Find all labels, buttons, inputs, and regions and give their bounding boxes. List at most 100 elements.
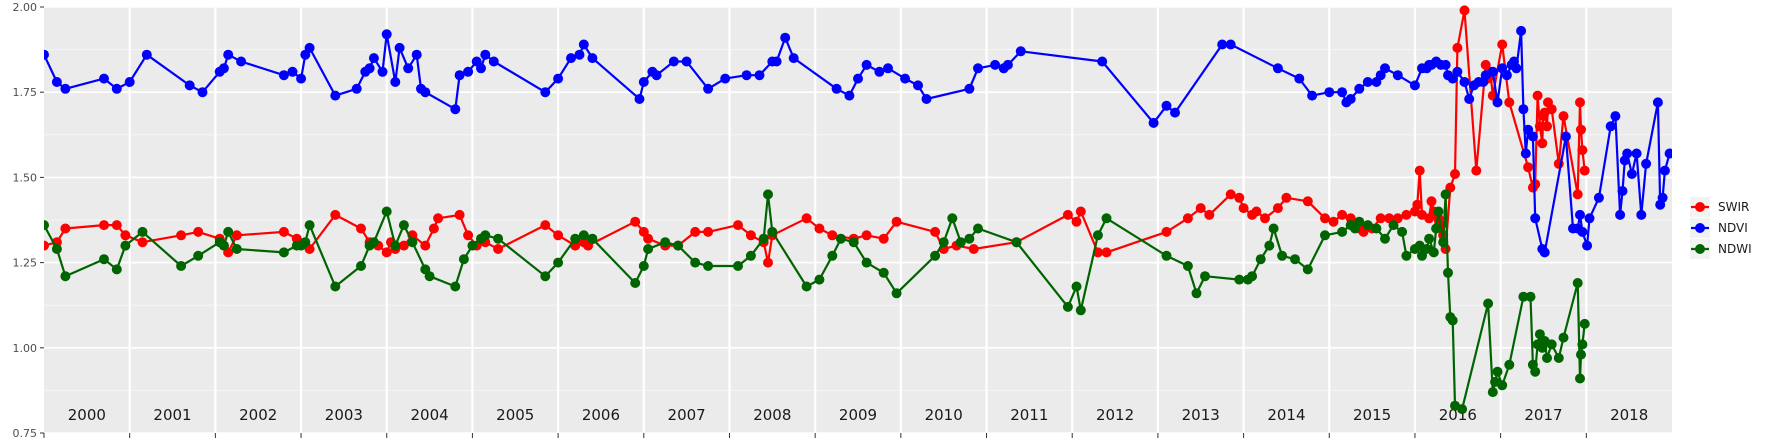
series-ndwi [44, 189, 1590, 415]
data-point [120, 230, 131, 241]
data-point [1272, 63, 1283, 74]
data-point [801, 281, 812, 292]
data-point [330, 281, 341, 292]
data-point [1204, 209, 1215, 220]
data-point [193, 250, 204, 261]
data-point [428, 223, 439, 234]
data-point [99, 220, 109, 231]
data-point [124, 77, 135, 87]
data-point [973, 223, 983, 234]
data-point [1433, 206, 1444, 217]
data-point [1268, 223, 1279, 234]
data-point [1537, 138, 1548, 149]
data-point [1657, 192, 1668, 203]
data-point [1397, 226, 1408, 237]
data-point [763, 257, 773, 268]
data-point [1659, 165, 1670, 176]
data-point [1577, 226, 1588, 237]
data-point [720, 73, 731, 84]
data-point [660, 237, 671, 248]
data-point [1483, 298, 1494, 309]
data-point [368, 53, 379, 64]
data-point [1264, 240, 1275, 251]
data-point [1251, 206, 1262, 217]
legend-marker [1695, 202, 1705, 212]
data-point [1328, 216, 1339, 227]
data-point [553, 257, 564, 268]
year-labels: 2000 2001 2002 2003 2004 2005 2006 2007 2008 2009… [68, 406, 1649, 424]
data-point [330, 209, 341, 220]
data-point [1234, 274, 1245, 285]
data-point [574, 49, 585, 60]
data-point [673, 240, 684, 251]
data-point [51, 244, 62, 254]
data-point [1511, 63, 1522, 74]
data-point [1247, 271, 1258, 282]
data-point [1605, 121, 1616, 132]
data-point [780, 32, 791, 43]
data-point [1101, 247, 1112, 258]
year-label: 2010 [925, 406, 963, 424]
data-point [1191, 288, 1202, 299]
data-point [364, 63, 375, 74]
data-point [1290, 254, 1300, 265]
data-point [1294, 73, 1305, 84]
data-point [450, 104, 461, 115]
data-point [1354, 83, 1365, 94]
data-point [1148, 117, 1159, 128]
data-point [1452, 66, 1463, 77]
data-point [44, 49, 49, 60]
data-point [120, 240, 131, 251]
data-point [814, 274, 825, 285]
data-point [1182, 213, 1193, 224]
data-point [668, 56, 679, 67]
data-point [480, 49, 491, 60]
data-point [763, 189, 773, 200]
data-point [403, 63, 414, 74]
data-point [690, 226, 701, 237]
data-point [1631, 148, 1642, 159]
data-point [137, 226, 148, 237]
data-point [1558, 111, 1569, 122]
data-point [1447, 315, 1458, 326]
data-point [1575, 97, 1585, 108]
data-point [381, 206, 392, 217]
grid-lines [44, 6, 1672, 434]
data-point [831, 83, 842, 94]
data-point [853, 73, 863, 84]
data-point [1161, 250, 1172, 261]
data-point [1579, 318, 1590, 329]
data-point [381, 29, 392, 40]
data-point [1652, 97, 1663, 108]
data-point [1362, 77, 1373, 87]
data-point [938, 237, 949, 248]
data-point [703, 261, 714, 271]
data-point [1272, 203, 1283, 214]
year-label: 2004 [410, 406, 448, 424]
data-point [356, 223, 366, 234]
year-label: 2006 [582, 406, 620, 424]
data-point [1225, 189, 1236, 200]
data-point [1092, 230, 1103, 241]
data-point [390, 240, 401, 251]
data-point [450, 281, 461, 292]
data-point [1324, 87, 1335, 98]
y-tick-label: 1.25 [13, 257, 38, 270]
data-point [1161, 226, 1172, 237]
data-point [1464, 94, 1475, 104]
data-point [278, 226, 289, 237]
data-point [861, 230, 872, 241]
data-point [381, 247, 392, 258]
data-point [231, 244, 242, 254]
data-point [1302, 264, 1313, 275]
data-point [1371, 223, 1382, 234]
data-point [44, 240, 49, 251]
data-point [1161, 100, 1172, 111]
data-point [801, 213, 812, 224]
data-point [1622, 148, 1633, 159]
data-point [964, 83, 975, 94]
data-point [1558, 332, 1569, 343]
data-point [930, 226, 941, 237]
data-point [111, 220, 122, 231]
